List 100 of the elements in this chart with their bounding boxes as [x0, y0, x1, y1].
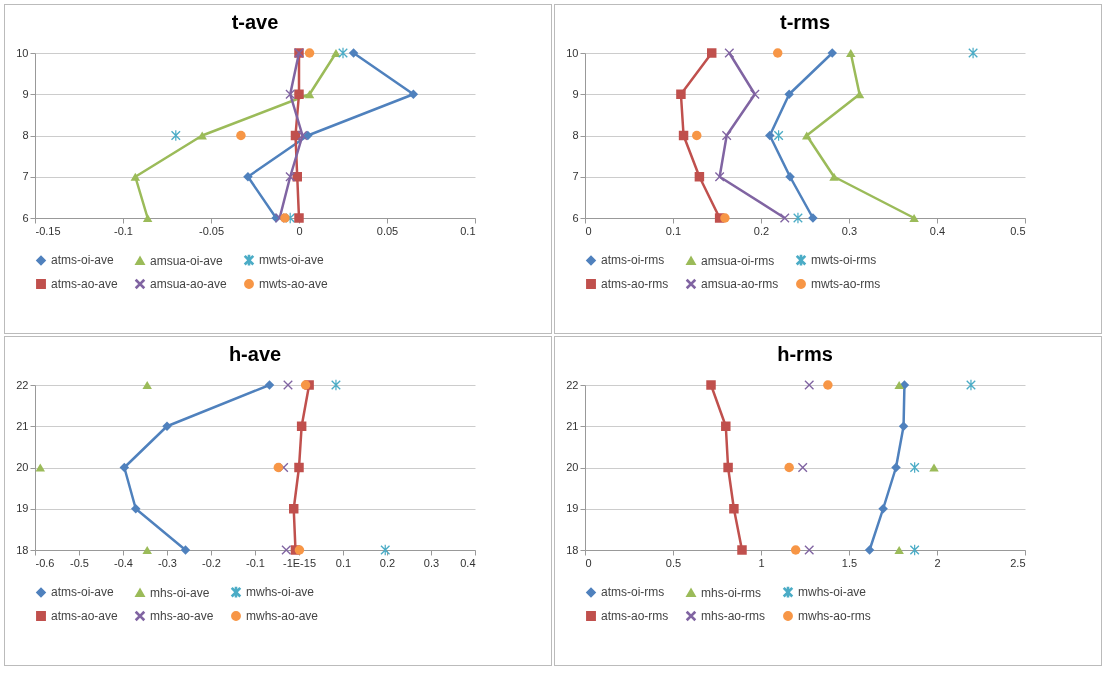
- point: [676, 89, 686, 99]
- point: [891, 462, 901, 473]
- point: [909, 213, 919, 223]
- legend-label: amsua-oi-rms: [701, 253, 775, 268]
- point: [119, 462, 130, 473]
- y-tick-label: 7: [572, 170, 579, 183]
- legend-label: mhs-oi-rms: [701, 585, 761, 600]
- x-tick-label: 0: [585, 224, 592, 237]
- point: [784, 462, 794, 473]
- legend-label: mwhs-ao-ave: [246, 609, 319, 623]
- point: [785, 172, 795, 182]
- legend-label: mhs-ao-ave: [150, 609, 214, 623]
- y-tick-label: 10: [566, 46, 579, 59]
- x-tick-label: -0.15: [35, 224, 61, 237]
- y-tick-label: 19: [566, 502, 579, 515]
- point: [929, 463, 939, 472]
- point: [294, 545, 305, 555]
- point: [678, 130, 689, 141]
- point: [909, 462, 920, 473]
- legend-label: amsua-ao-ave: [150, 277, 228, 291]
- y-tick-label: 9: [22, 87, 29, 100]
- point: [909, 544, 920, 556]
- point: [180, 545, 191, 555]
- point: [694, 172, 705, 182]
- x-tick-label: -0.05: [198, 224, 225, 237]
- x-tick-label: 0: [585, 556, 592, 569]
- point: [288, 504, 299, 514]
- y-tick-label: 10: [16, 46, 29, 59]
- point: [737, 545, 747, 555]
- point: [802, 131, 812, 140]
- legend-label: atms-ao-ave: [51, 609, 119, 623]
- legend-label: mwhs-oi-ave: [246, 585, 315, 600]
- y-tick-label: 9: [572, 87, 579, 100]
- y-tick-label: 19: [16, 502, 29, 515]
- legend-label: mwts-ao-ave: [259, 277, 329, 291]
- point: [894, 545, 904, 555]
- point: [780, 213, 790, 223]
- x-tick-label: -0.1: [114, 224, 133, 237]
- legend-label: atms-ao-rms: [601, 609, 669, 623]
- legend-label: mhs-ao-rms: [701, 609, 766, 623]
- legend-label: atms-ao-rms: [601, 277, 669, 291]
- point: [724, 48, 735, 58]
- x-tick-label: 0.1: [335, 556, 352, 569]
- point: [692, 130, 702, 141]
- y-tick-label: 20: [16, 461, 29, 473]
- x-tick-label: 1: [758, 556, 765, 569]
- chart-title: t-rms: [779, 11, 831, 33]
- point: [878, 504, 888, 514]
- y-tick-label: 21: [16, 419, 29, 432]
- point: [773, 130, 784, 141]
- point: [864, 545, 875, 555]
- y-tick-label: 22: [566, 378, 579, 391]
- legend-label: mwhs-oi-ave: [798, 585, 867, 600]
- legend-label: mwts-oi-rms: [811, 253, 877, 268]
- point: [714, 172, 725, 182]
- point: [829, 172, 839, 181]
- point: [784, 89, 794, 99]
- x-tick-label: 0.2: [753, 224, 770, 237]
- point: [300, 380, 311, 390]
- x-tick-label: -0.4: [114, 556, 133, 569]
- x-tick-label: 1.5: [841, 556, 858, 569]
- point: [721, 421, 731, 431]
- point: [772, 48, 783, 58]
- point: [35, 463, 46, 472]
- x-tick-label: 0.3: [841, 224, 858, 237]
- y-tick-label: 21: [566, 419, 579, 432]
- x-tick-label: 0.5: [665, 556, 682, 569]
- legend-label: atms-oi-rms: [601, 253, 665, 268]
- point: [797, 462, 808, 473]
- point: [804, 380, 814, 390]
- y-tick-label: 18: [16, 543, 29, 556]
- x-tick-label: -0.5: [70, 556, 89, 569]
- point: [827, 48, 838, 58]
- point: [706, 380, 716, 390]
- point: [721, 130, 732, 141]
- y-tick-label: 22: [16, 378, 29, 391]
- legend-label: atms-oi-rms: [601, 585, 665, 600]
- x-tick-label: 0: [296, 224, 303, 237]
- x-tick-label: 0.2: [379, 556, 396, 569]
- legend-label: mwts-ao-rms: [811, 277, 881, 291]
- point: [750, 89, 760, 99]
- point: [264, 380, 275, 390]
- chart-title: h-rms: [777, 343, 833, 365]
- legend-label: atms-oi-ave: [51, 585, 115, 600]
- y-tick-label: 18: [566, 543, 579, 556]
- legend-label: amsua-ao-rms: [701, 277, 779, 291]
- point: [142, 380, 152, 390]
- legend-label: atms-oi-ave: [51, 253, 115, 268]
- x-tick-label: 2: [934, 556, 941, 569]
- x-tick-label: 0.5: [1010, 224, 1026, 237]
- x-tick-label: -0.6: [35, 556, 55, 569]
- legend-label: atms-ao-ave: [51, 277, 119, 291]
- point: [804, 545, 814, 555]
- legend-label: mwts-oi-ave: [259, 253, 324, 268]
- point: [720, 213, 730, 223]
- y-tick-label: 20: [566, 461, 579, 473]
- point: [723, 462, 733, 473]
- legend-label: mhs-oi-ave: [150, 585, 210, 600]
- point: [894, 380, 904, 390]
- legend-label: mwhs-ao-rms: [798, 609, 871, 623]
